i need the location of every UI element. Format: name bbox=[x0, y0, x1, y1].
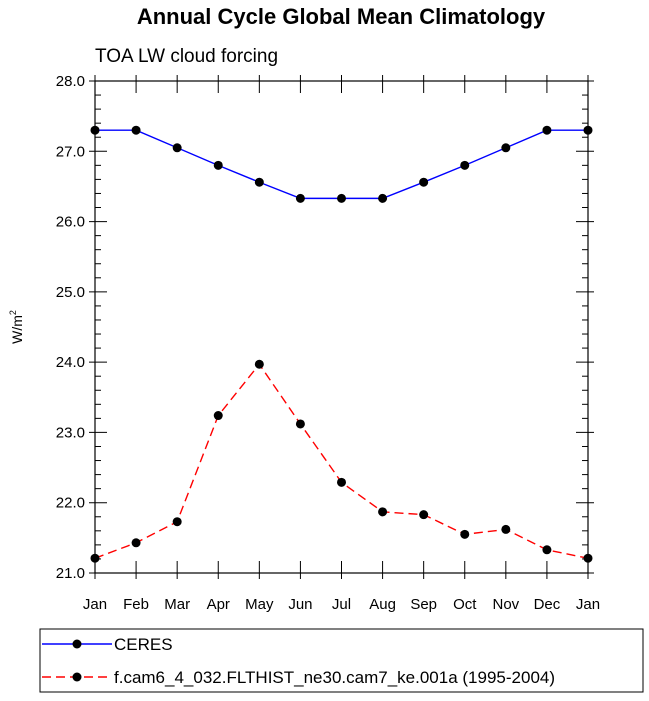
series-1-point bbox=[501, 524, 511, 534]
x-tick-label: Oct bbox=[453, 596, 477, 613]
x-axis: Jan Feb Mar Apr May Jun Jul Aug Sep Oct Nov Dec Jan bbox=[83, 75, 600, 613]
series-1-point bbox=[172, 517, 182, 527]
x-tick-label: Dec bbox=[534, 596, 561, 613]
series-0-point bbox=[295, 193, 305, 203]
x-tick-label: Jun bbox=[288, 596, 312, 613]
series-1-point bbox=[337, 477, 346, 487]
series-0-point bbox=[131, 125, 141, 135]
y-tick-label: 24.0 bbox=[56, 354, 85, 371]
series-1-point bbox=[131, 538, 141, 548]
series-0-point bbox=[172, 143, 182, 153]
x-tick-label: Feb bbox=[123, 596, 149, 613]
y-axis: 21.0 22.0 23.0 24.0 25.0 26.0 27.0 28.0 bbox=[56, 73, 594, 582]
y-tick-label: 26.0 bbox=[56, 214, 85, 231]
series-layer bbox=[90, 125, 593, 563]
legend-box bbox=[39, 628, 644, 693]
y-tick-label: 25.0 bbox=[56, 284, 85, 301]
series-0-point bbox=[583, 125, 593, 135]
y-axis-label: W/m2 bbox=[8, 310, 25, 344]
series-1-point bbox=[213, 411, 223, 421]
y-tick-label: 27.0 bbox=[56, 143, 85, 160]
series-0-point bbox=[542, 125, 552, 135]
x-tick-label: Jan bbox=[83, 596, 107, 613]
legend-marker-1 bbox=[72, 672, 82, 682]
series-0-point bbox=[90, 125, 100, 135]
x-tick-label: Nov bbox=[492, 596, 519, 613]
series-0-point bbox=[419, 177, 429, 187]
y-tick-label: 28.0 bbox=[56, 73, 85, 90]
x-tick-label: May bbox=[245, 596, 274, 613]
series-line-1 bbox=[94, 363, 589, 559]
series-0-point bbox=[254, 177, 264, 187]
legend-marker-0 bbox=[72, 639, 82, 649]
legend-label-0: CERES bbox=[114, 635, 173, 654]
x-tick-label: Mar bbox=[164, 596, 190, 613]
y-tick-label: 21.0 bbox=[56, 565, 85, 582]
series-1-point bbox=[583, 553, 593, 563]
x-tick-label: Sep bbox=[410, 596, 437, 613]
series-1-point bbox=[419, 510, 429, 520]
series-1-point bbox=[378, 507, 388, 517]
series-1-point bbox=[460, 529, 470, 539]
legend: CERES f.cam6_4_032.FLTHIST_ne30.cam7_ke.0… bbox=[42, 635, 555, 687]
series-1-point bbox=[90, 553, 100, 563]
series-1-point bbox=[542, 545, 552, 555]
series-0-point bbox=[378, 193, 388, 203]
x-tick-label: Jan bbox=[576, 596, 600, 613]
plot-frame bbox=[94, 80, 589, 574]
series-1-point bbox=[295, 419, 305, 429]
x-tick-label: Aug bbox=[369, 596, 396, 613]
series-line-0 bbox=[95, 129, 588, 200]
series-0-point bbox=[213, 160, 223, 170]
series-0-point bbox=[460, 160, 470, 170]
y-tick-label: 22.0 bbox=[56, 495, 85, 512]
chart-subtitle: TOA LW cloud forcing bbox=[95, 46, 278, 67]
minor-ticks bbox=[95, 94, 588, 560]
series-1-point bbox=[254, 359, 264, 369]
legend-label-1: f.cam6_4_032.FLTHIST_ne30.cam7_ke.001a (… bbox=[114, 668, 555, 687]
y-tick-label: 23.0 bbox=[56, 424, 85, 441]
chart-title: Annual Cycle Global Mean Climatology bbox=[137, 4, 546, 29]
series-0-point bbox=[501, 143, 511, 153]
x-tick-label: Jul bbox=[332, 596, 351, 613]
x-tick-label: Apr bbox=[207, 596, 230, 613]
series-0-point bbox=[337, 193, 346, 203]
